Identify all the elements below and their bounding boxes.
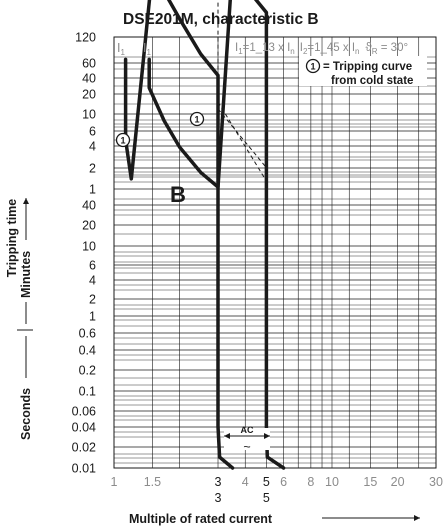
x-tick-label: 10: [325, 475, 339, 489]
ac-symbol: ~: [243, 440, 250, 454]
y-tick-label: 0.1: [79, 385, 96, 399]
x-tick-label: 5: [263, 475, 270, 489]
y-tick-label: 1: [89, 310, 96, 324]
curve-marker-lower-number: 1: [120, 136, 125, 146]
y-tick-label: 60: [82, 57, 96, 71]
legend-background: [299, 56, 427, 86]
y-tick-label: 40: [82, 72, 96, 86]
y-tick-label: 0.02: [72, 441, 96, 455]
svg-text:Minutes: Minutes: [19, 251, 33, 298]
x-tick-label: 8: [307, 475, 314, 489]
grid: [113, 36, 437, 469]
ac-label: AC: [241, 425, 254, 435]
legend-marker-number: 1: [310, 62, 315, 72]
x-tick-label: 30: [429, 475, 443, 489]
i1-label-b: I1: [143, 41, 151, 57]
x-tick-label: 15: [363, 475, 377, 489]
legend-line-2: from cold state: [331, 75, 413, 87]
series-dashed_transition_a: [217, 101, 267, 182]
x-tick-label: 6: [280, 475, 287, 489]
series-lower_bound: [123, 0, 235, 470]
y-tick-label: 10: [82, 108, 96, 122]
series-dashed_transition_b: [217, 108, 267, 169]
y-tick-label: 0.6: [79, 327, 96, 341]
y-axis-label-seconds: Seconds Minutes: [17, 198, 33, 440]
y-tick-label: 0.4: [79, 344, 96, 358]
x-tick-label-row2: 3: [215, 491, 222, 505]
x-tick-labels: 1 1.5 3 4 5 6 8 10 15 20 30 3 5: [111, 475, 443, 505]
x-axis-label: Multiple of rated current: [129, 512, 273, 526]
y-tick-label: 20: [82, 219, 96, 233]
svg-text:Seconds: Seconds: [19, 388, 33, 440]
x-tick-label: 20: [391, 475, 405, 489]
x-tick-label: 3: [215, 475, 222, 489]
y-tick-label: 0.01: [72, 462, 96, 476]
x-tick-label: 1: [111, 475, 118, 489]
curve-marker-lower-icon: [115, 132, 131, 148]
legend-marker-icon: [305, 58, 321, 74]
curve-label-b: B: [170, 182, 186, 207]
y-tick-label: 120: [75, 31, 96, 45]
y-tick-label: 20: [82, 88, 96, 102]
y-tick-label: 0.04: [72, 421, 96, 435]
formula-text: I1=1_13 x In I2=1_45 x In ϑR = 30°: [235, 42, 408, 56]
y-tick-label: 6: [89, 259, 96, 273]
i1-label-a: I1: [117, 41, 125, 57]
x-tick-label: 4: [242, 475, 249, 489]
y-axis-label-main: Tripping time: [5, 199, 19, 278]
x-tick-label-row2: 5: [263, 491, 270, 505]
y-tick-label: 4: [89, 140, 96, 154]
y-tick-label: 40: [82, 199, 96, 213]
plot-frame: [113, 36, 437, 469]
y-tick-label: 1: [89, 183, 96, 197]
x-axis-arrowhead: [414, 515, 420, 521]
y-tick-label: 0.06: [72, 405, 96, 419]
y-tick-label: 10: [82, 240, 96, 254]
legend-line-1: = Tripping curve: [323, 61, 412, 73]
y-tick-label: 2: [89, 293, 96, 307]
svg-text:Tripping time: Tripping time: [5, 199, 19, 278]
curve-marker-upper-icon: [189, 111, 205, 127]
chart-title: DSE201M, characteristic B: [123, 11, 319, 28]
y-tick-label: 6: [89, 125, 96, 139]
y-tick-label: 0.2: [79, 364, 96, 378]
y-tick-label: 4: [89, 274, 96, 288]
x-tick-label: 1.5: [144, 475, 161, 489]
y-tick-labels: 12060402010642140201064210.60.40.20.10.0…: [72, 31, 96, 476]
curve-marker-upper-number: 1: [194, 115, 199, 125]
ac-background: [224, 428, 270, 450]
y-tick-label: 2: [89, 162, 96, 176]
